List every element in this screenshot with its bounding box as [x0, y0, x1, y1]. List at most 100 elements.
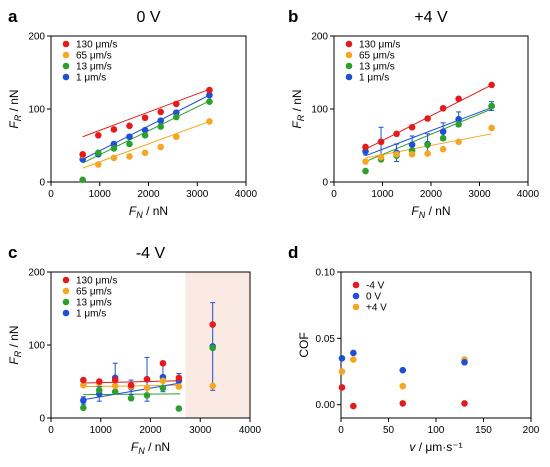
y-tick-label: 100	[311, 105, 328, 116]
x-tick-label: 2000	[137, 189, 160, 200]
data-point	[338, 384, 346, 391]
legend-label: 130 μm/s	[76, 276, 117, 287]
data-point	[424, 141, 431, 149]
data-point	[110, 145, 118, 152]
data-point	[126, 133, 133, 141]
data-point	[159, 359, 167, 367]
x-tick-label: 0	[48, 425, 54, 436]
x-axis-label: FN / nN	[131, 440, 170, 456]
fit-line	[365, 107, 492, 157]
panel-b: 0 1000 2000 3000 4000 0 100 200 b +4 V FN / nN FR /…	[288, 7, 540, 220]
x-tick-label: 4000	[517, 189, 540, 200]
data-point	[143, 376, 151, 383]
data-point	[377, 138, 385, 146]
y-tick-label: 0	[322, 178, 328, 189]
data-point	[206, 98, 213, 105]
legend-marker	[345, 62, 353, 70]
x-axis-label: FN / nN	[411, 204, 450, 220]
legend-marker	[352, 281, 360, 289]
legend-label: -4 V	[366, 281, 385, 292]
legend-label: 13 μm/s	[359, 62, 395, 73]
data-point	[206, 118, 213, 125]
legend-marker	[62, 51, 70, 59]
fit-line	[82, 88, 210, 138]
x-tick-label: 3000	[186, 189, 209, 200]
data-point	[393, 130, 400, 138]
data-point	[80, 404, 87, 412]
data-point	[455, 138, 462, 146]
x-axis-label: FN / nN	[129, 204, 168, 220]
legend-label: 13 μm/s	[76, 298, 112, 309]
y-tick-label: 0.00	[316, 400, 336, 411]
legend-label: 13 μm/s	[76, 62, 112, 73]
data-point	[175, 383, 183, 390]
data-point	[79, 176, 86, 184]
legend-marker	[62, 287, 70, 295]
legend-label: 1 μm/s	[359, 73, 389, 84]
legend-label: 130 μm/s	[76, 40, 117, 51]
y-tick-label: 0	[39, 414, 45, 425]
data-point	[408, 123, 416, 131]
y-axis-label: FR / nN	[290, 89, 306, 128]
x-tick-label: 3000	[189, 425, 212, 436]
data-point	[159, 377, 167, 385]
data-point	[461, 358, 468, 366]
data-point	[141, 131, 149, 139]
data-point	[141, 149, 149, 157]
data-point	[172, 113, 180, 121]
data-point	[362, 158, 369, 165]
data-point	[362, 143, 369, 151]
data-point	[408, 141, 416, 149]
data-point	[80, 381, 87, 389]
data-point	[80, 376, 87, 384]
data-point	[111, 376, 119, 384]
data-point	[94, 161, 102, 168]
y-tick-label: 100	[28, 341, 45, 352]
panel-c: 0 1000 2000 3000 4000 0 100 200 c -4 V FN / nN FR /…	[7, 243, 262, 456]
x-tick-label: 3000	[468, 189, 491, 200]
data-point	[439, 104, 447, 112]
legend-marker	[62, 73, 70, 81]
data-point	[157, 108, 164, 116]
data-point	[209, 344, 216, 352]
data-point	[95, 378, 103, 385]
legend-label: 65 μm/s	[359, 51, 395, 62]
data-point	[439, 145, 447, 153]
panel-title: +4 V	[414, 9, 448, 26]
panel-title: -4 V	[136, 245, 166, 262]
y-tick-label: 0.05	[316, 334, 336, 345]
data-point	[94, 131, 102, 139]
legend-label: +4 V	[366, 303, 387, 314]
panel-a: 0 1000 2000 3000 4000 0 100 200 a 0 V FN / nN FR / …	[7, 7, 258, 220]
legend-label: 65 μm/s	[76, 51, 112, 62]
x-tick-label: 4000	[235, 189, 258, 200]
x-tick-label: 50	[383, 425, 395, 436]
data-point	[488, 102, 495, 110]
x-tick-label: 200	[523, 425, 540, 436]
panel-d: 0 50 100 150 200 0.00 0.05 0.10 d v / μm·s⁻¹ COF -4…	[288, 243, 540, 454]
data-point	[110, 154, 118, 162]
x-axis-label: v / μm·s⁻¹	[409, 440, 462, 454]
data-point	[79, 150, 86, 158]
data-point	[350, 349, 357, 357]
data-point	[111, 388, 119, 396]
legend-label: 130 μm/s	[359, 40, 400, 51]
x-tick-label: 4000	[239, 425, 262, 436]
data-point	[439, 134, 447, 142]
legend-marker	[62, 62, 70, 70]
fit-line	[82, 120, 210, 169]
x-tick-label: 100	[428, 425, 445, 436]
panel-label: b	[288, 7, 298, 26]
data-point	[143, 384, 151, 392]
legend-marker	[345, 40, 353, 48]
data-point	[80, 397, 87, 404]
x-tick-label: 1000	[90, 425, 113, 436]
data-point	[209, 382, 216, 390]
legend-marker	[345, 51, 353, 59]
data-point	[110, 126, 118, 133]
y-tick-label: 0	[39, 178, 45, 189]
data-point	[157, 143, 164, 151]
data-point	[377, 153, 385, 161]
panel-label: a	[8, 7, 18, 26]
legend-marker	[62, 309, 70, 317]
